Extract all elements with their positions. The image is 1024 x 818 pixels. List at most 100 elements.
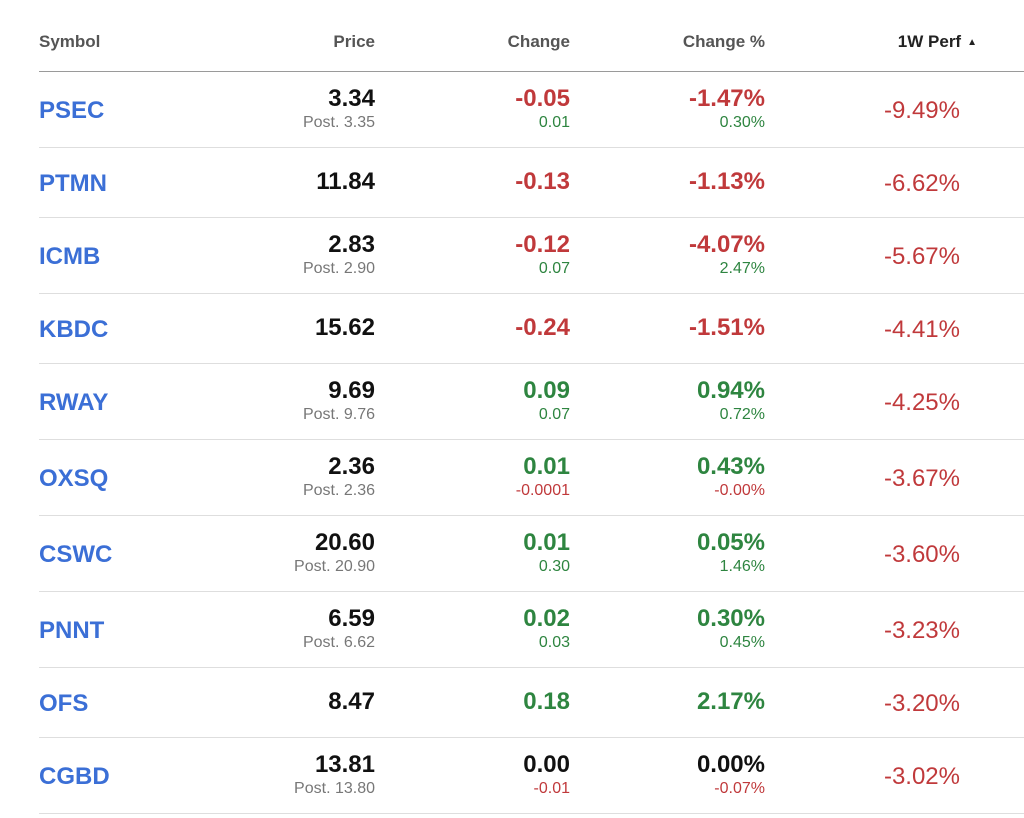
price-cell-value: 2.36 xyxy=(328,453,375,480)
change-percent-cell-value: 0.94% xyxy=(696,377,765,404)
change-cell-value: -0.24 xyxy=(515,314,570,341)
change-percent-cell-value: 0.00% xyxy=(696,751,765,778)
price-cell-value: 20.60 xyxy=(314,529,375,556)
change-cell-value: 0.00 xyxy=(523,751,570,778)
weekly-perf-value: -9.49% xyxy=(883,97,960,124)
price-cell-secondary: Post. 9.76 xyxy=(302,406,375,423)
symbol-link[interactable]: PSEC xyxy=(39,97,105,124)
symbol-link[interactable]: ICMB xyxy=(39,243,101,270)
column-header-symbol[interactable]: Symbol xyxy=(39,32,101,51)
change-cell-secondary: 0.07 xyxy=(538,260,570,277)
price-cell-secondary: Post. 3.35 xyxy=(302,114,375,131)
change-cell: 0.02 0.03 xyxy=(523,605,570,653)
change-percent-cell-secondary: 1.46% xyxy=(719,558,765,575)
symbol-link[interactable]: PTMN xyxy=(39,170,107,197)
change-percent-cell-secondary: 2.47% xyxy=(719,260,765,277)
table-row[interactable]: OFS 8.47 0.18 2.17% -3.20% xyxy=(39,668,1024,738)
stock-table: Symbol Price Change Change % 1W Perf ▲ PS… xyxy=(39,0,1024,814)
change-percent-cell: -1.13% xyxy=(689,168,765,196)
change-percent-cell-value: 0.05% xyxy=(696,529,765,556)
change-cell: 0.09 0.07 xyxy=(523,377,570,425)
change-cell-secondary: 0.07 xyxy=(538,406,570,423)
change-cell: 0.00 -0.01 xyxy=(523,751,570,799)
change-percent-cell: 0.43% -0.00% xyxy=(697,453,765,501)
change-percent-cell-value: -4.07% xyxy=(688,231,765,258)
column-header-1w-perf[interactable]: 1W Perf ▲ xyxy=(898,32,977,52)
table-row[interactable]: RWAY 9.69 Post. 9.76 0.09 0.07 0.94% 0.72% -4.2… xyxy=(39,364,1024,440)
change-cell-secondary: 0.01 xyxy=(538,114,570,131)
symbol-link[interactable]: OXSQ xyxy=(39,465,109,492)
change-cell: 0.18 xyxy=(523,688,570,716)
sort-ascending-icon: ▲ xyxy=(967,37,977,48)
change-cell-secondary: -0.01 xyxy=(533,780,570,797)
change-cell-value: 0.02 xyxy=(523,605,570,632)
change-cell-value: 0.01 xyxy=(523,529,570,556)
change-percent-cell: 0.30% 0.45% xyxy=(697,605,765,653)
symbol-link[interactable]: OFS xyxy=(39,690,89,717)
column-header-change-percent[interactable]: Change % xyxy=(682,32,765,51)
weekly-perf-value: -3.60% xyxy=(883,541,960,568)
price-cell-value: 11.84 xyxy=(316,168,375,195)
price-cell-value: 13.81 xyxy=(314,751,375,778)
column-header-price[interactable]: Price xyxy=(333,32,375,51)
change-percent-cell-value: -1.13% xyxy=(688,168,765,195)
symbol-link[interactable]: CGBD xyxy=(39,763,110,790)
weekly-perf-value: -4.25% xyxy=(883,389,960,416)
change-percent-cell-value: 0.30% xyxy=(696,605,765,632)
change-cell: -0.05 0.01 xyxy=(515,85,570,133)
price-cell: 11.84 xyxy=(316,168,375,196)
table-row[interactable]: PNNT 6.59 Post. 6.62 0.02 0.03 0.30% 0.45% -3.2… xyxy=(39,592,1024,668)
change-percent-cell-secondary: 0.45% xyxy=(719,634,765,651)
weekly-perf-value: -4.41% xyxy=(883,316,960,343)
price-cell-value: 15.62 xyxy=(314,314,375,341)
change-percent-cell-value: 2.17% xyxy=(696,688,765,715)
table-row[interactable]: CSWC 20.60 Post. 20.90 0.01 0.30 0.05% 1.46% -3… xyxy=(39,516,1024,592)
change-percent-cell: -1.51% xyxy=(689,314,765,342)
table-header: Symbol Price Change Change % 1W Perf ▲ xyxy=(39,0,1024,72)
column-header-change[interactable]: Change xyxy=(507,32,570,51)
table-row[interactable]: KBDC 15.62 -0.24 -1.51% -4.41% xyxy=(39,294,1024,364)
price-cell-value: 3.34 xyxy=(328,85,375,112)
symbol-link[interactable]: RWAY xyxy=(39,389,109,416)
price-cell: 9.69 Post. 9.76 xyxy=(303,377,375,425)
change-percent-cell: 0.05% 1.46% xyxy=(697,529,765,577)
weekly-perf-value: -3.20% xyxy=(883,690,960,717)
change-percent-cell: 0.94% 0.72% xyxy=(697,377,765,425)
table-row[interactable]: ICMB 2.83 Post. 2.90 -0.12 0.07 -4.07% 2.47% -5… xyxy=(39,218,1024,294)
symbol-link[interactable]: PNNT xyxy=(39,617,105,644)
column-header-1w-perf-label: 1W Perf xyxy=(897,32,962,51)
table-row[interactable]: OXSQ 2.36 Post. 2.36 0.01 -0.0001 0.43% -0.00%… xyxy=(39,440,1024,516)
price-cell-secondary: Post. 6.62 xyxy=(302,634,375,651)
price-cell: 3.34 Post. 3.35 xyxy=(303,85,375,133)
symbol-link[interactable]: CSWC xyxy=(39,541,113,568)
weekly-perf-value: -6.62% xyxy=(883,170,960,197)
change-cell-secondary: -0.0001 xyxy=(515,482,570,499)
change-cell: 0.01 0.30 xyxy=(523,529,570,577)
table-body: PSEC 3.34 Post. 3.35 -0.05 0.01 -1.47% 0.30% -9… xyxy=(39,72,1024,814)
change-cell: -0.24 xyxy=(515,314,570,342)
change-cell-secondary: 0.30 xyxy=(538,558,570,575)
change-cell-value: -0.12 xyxy=(515,231,570,258)
price-cell: 8.47 xyxy=(328,688,375,716)
table-row[interactable]: CGBD 13.81 Post. 13.80 0.00 -0.01 0.00% -0.07%… xyxy=(39,738,1024,814)
change-cell-value: 0.18 xyxy=(523,688,570,715)
price-cell-value: 8.47 xyxy=(328,688,375,715)
change-percent-cell: -4.07% 2.47% xyxy=(689,231,765,279)
change-percent-cell-secondary: 0.30% xyxy=(719,114,765,131)
change-cell-value: 0.09 xyxy=(523,377,570,404)
change-percent-cell-value: -1.51% xyxy=(688,314,765,341)
change-cell: -0.12 0.07 xyxy=(515,231,570,279)
table-row[interactable]: PSEC 3.34 Post. 3.35 -0.05 0.01 -1.47% 0.30% -9… xyxy=(39,72,1024,148)
price-cell: 2.83 Post. 2.90 xyxy=(303,231,375,279)
price-cell-secondary: Post. 20.90 xyxy=(294,558,375,575)
table-row[interactable]: PTMN 11.84 -0.13 -1.13% -6.62% xyxy=(39,148,1024,218)
change-percent-cell-value: -1.47% xyxy=(688,85,765,112)
weekly-perf-value: -3.02% xyxy=(883,763,960,790)
symbol-link[interactable]: KBDC xyxy=(39,316,109,343)
change-cell-value: 0.01 xyxy=(523,453,570,480)
price-cell-secondary: Post. 2.90 xyxy=(302,260,375,277)
change-percent-cell-value: 0.43% xyxy=(696,453,765,480)
change-percent-cell-secondary: -0.00% xyxy=(714,482,765,499)
change-cell-value: -0.05 xyxy=(515,85,570,112)
price-cell-value: 6.59 xyxy=(328,605,375,632)
